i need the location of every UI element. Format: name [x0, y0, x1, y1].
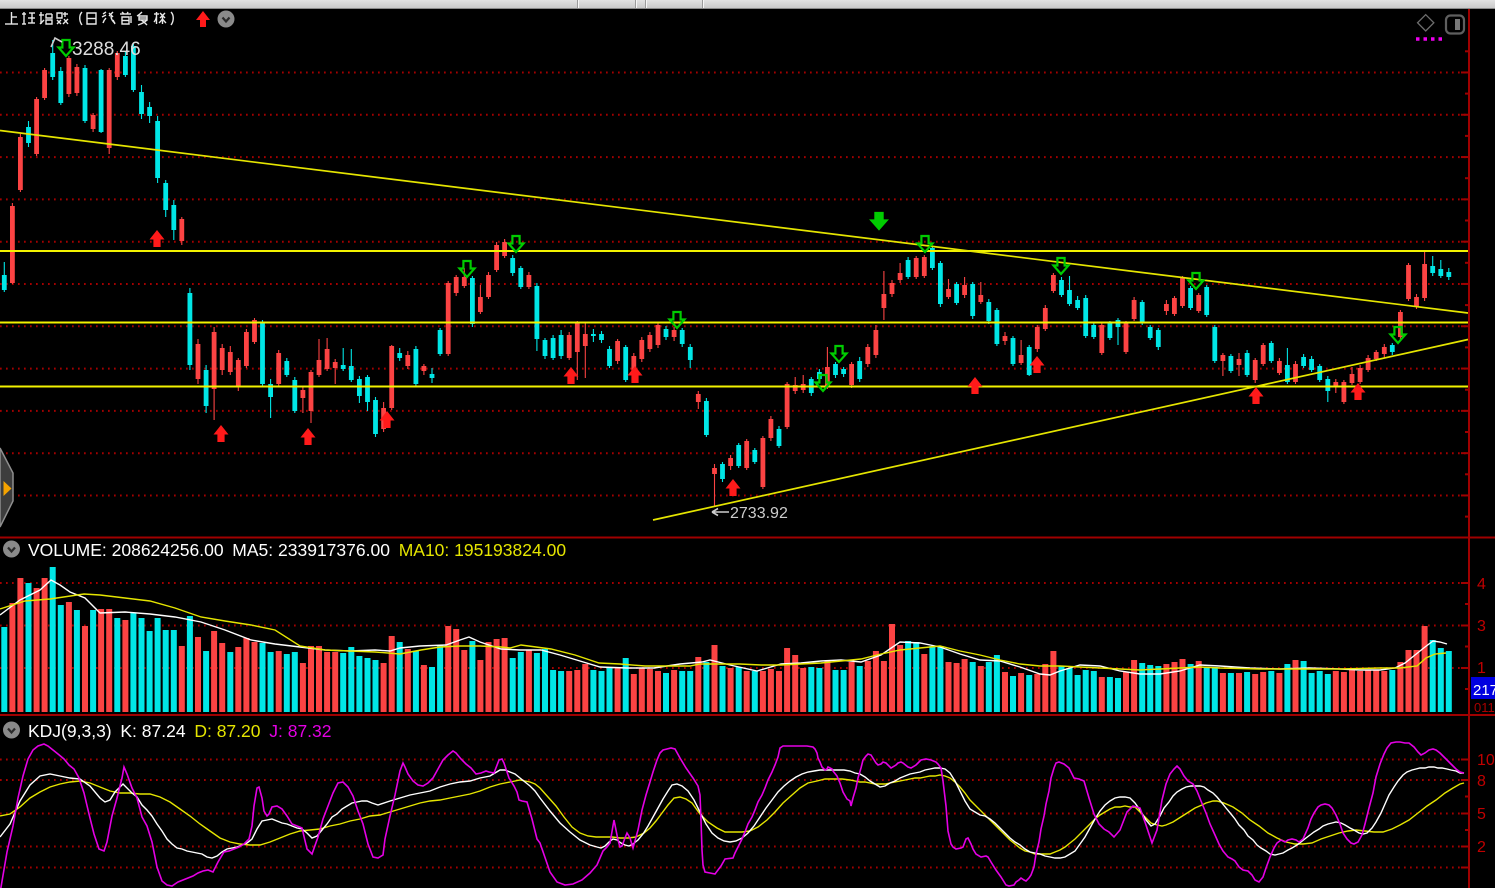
svg-text:2733.92: 2733.92	[730, 505, 788, 522]
svg-text:2: 2	[1477, 839, 1486, 856]
svg-text:5: 5	[1477, 806, 1486, 823]
svg-text:3: 3	[1477, 618, 1486, 635]
svg-text:4: 4	[1477, 576, 1486, 593]
svg-text:1: 1	[1477, 660, 1486, 677]
svg-text:217: 217	[1473, 682, 1495, 699]
svg-text:10: 10	[1477, 752, 1495, 769]
svg-text:011: 011	[1474, 700, 1495, 715]
svg-text:3288.46: 3288.46	[72, 39, 141, 60]
svg-text:8: 8	[1477, 773, 1486, 790]
